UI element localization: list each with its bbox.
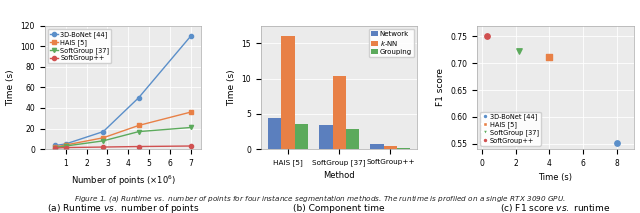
HAIS [5] xyxy=(99,137,107,139)
X-axis label: Number of points ($\times10^6$): Number of points ($\times10^6$) xyxy=(70,173,175,188)
Point xyxy=(514,50,524,53)
3D-BoNet [44] xyxy=(51,144,59,147)
Title: (b) Component time: (b) Component time xyxy=(293,204,385,213)
Line: SoftGroup [37]: SoftGroup [37] xyxy=(53,125,193,150)
Line: HAIS [5]: HAIS [5] xyxy=(53,110,193,149)
SoftGroup [37] xyxy=(51,146,59,149)
SoftGroup++ xyxy=(135,145,143,148)
Bar xyxy=(333,76,346,149)
Legend: 3D-BoNet [44], HAIS [5], SoftGroup [37], SoftGroup++: 3D-BoNet [44], HAIS [5], SoftGroup [37],… xyxy=(48,29,111,63)
Y-axis label: F1 score: F1 score xyxy=(436,68,445,106)
SoftGroup++ xyxy=(62,146,70,149)
Legend: 3D-BoNet [44], HAIS [5], SoftGroup [37], SoftGroup++: 3D-BoNet [44], HAIS [5], SoftGroup [37],… xyxy=(481,112,541,146)
Bar xyxy=(268,118,282,149)
Bar xyxy=(397,148,410,149)
Bar xyxy=(294,124,308,149)
Y-axis label: Time (s): Time (s) xyxy=(6,69,15,106)
Point xyxy=(544,56,554,59)
Text: Figure 1. (a) Runtime $vs.$ number of points for four instance segmentation meth: Figure 1. (a) Runtime $vs.$ number of po… xyxy=(74,193,566,204)
SoftGroup++ xyxy=(187,145,195,147)
HAIS [5] xyxy=(187,111,195,113)
Point xyxy=(482,35,492,38)
Bar xyxy=(371,144,384,149)
Line: 3D-BoNet [44]: 3D-BoNet [44] xyxy=(53,34,193,148)
3D-BoNet [44] xyxy=(135,96,143,99)
3D-BoNet [44] xyxy=(99,130,107,133)
Bar xyxy=(282,36,294,149)
Bar xyxy=(346,129,359,149)
SoftGroup [37] xyxy=(135,130,143,133)
Y-axis label: Time (s): Time (s) xyxy=(227,69,236,106)
HAIS [5] xyxy=(51,146,59,148)
Title: (c) F1 score $vs.$ runtime: (c) F1 score $vs.$ runtime xyxy=(500,201,611,213)
Title: (a) Runtime $vs.$ number of points: (a) Runtime $vs.$ number of points xyxy=(47,201,199,213)
Bar xyxy=(384,145,397,149)
Legend: Network, $k$-NN, Grouping: Network, $k$-NN, Grouping xyxy=(369,29,414,57)
3D-BoNet [44] xyxy=(62,143,70,145)
Bar xyxy=(319,125,333,149)
SoftGroup++ xyxy=(99,146,107,148)
X-axis label: Time (s): Time (s) xyxy=(538,173,572,182)
Line: SoftGroup++: SoftGroup++ xyxy=(53,144,193,150)
SoftGroup [37] xyxy=(187,126,195,129)
Point xyxy=(612,141,622,145)
HAIS [5] xyxy=(62,144,70,146)
3D-BoNet [44] xyxy=(187,35,195,37)
SoftGroup [37] xyxy=(62,145,70,147)
HAIS [5] xyxy=(135,124,143,127)
X-axis label: Method: Method xyxy=(323,171,355,180)
SoftGroup [37] xyxy=(99,140,107,142)
SoftGroup++ xyxy=(51,147,59,149)
